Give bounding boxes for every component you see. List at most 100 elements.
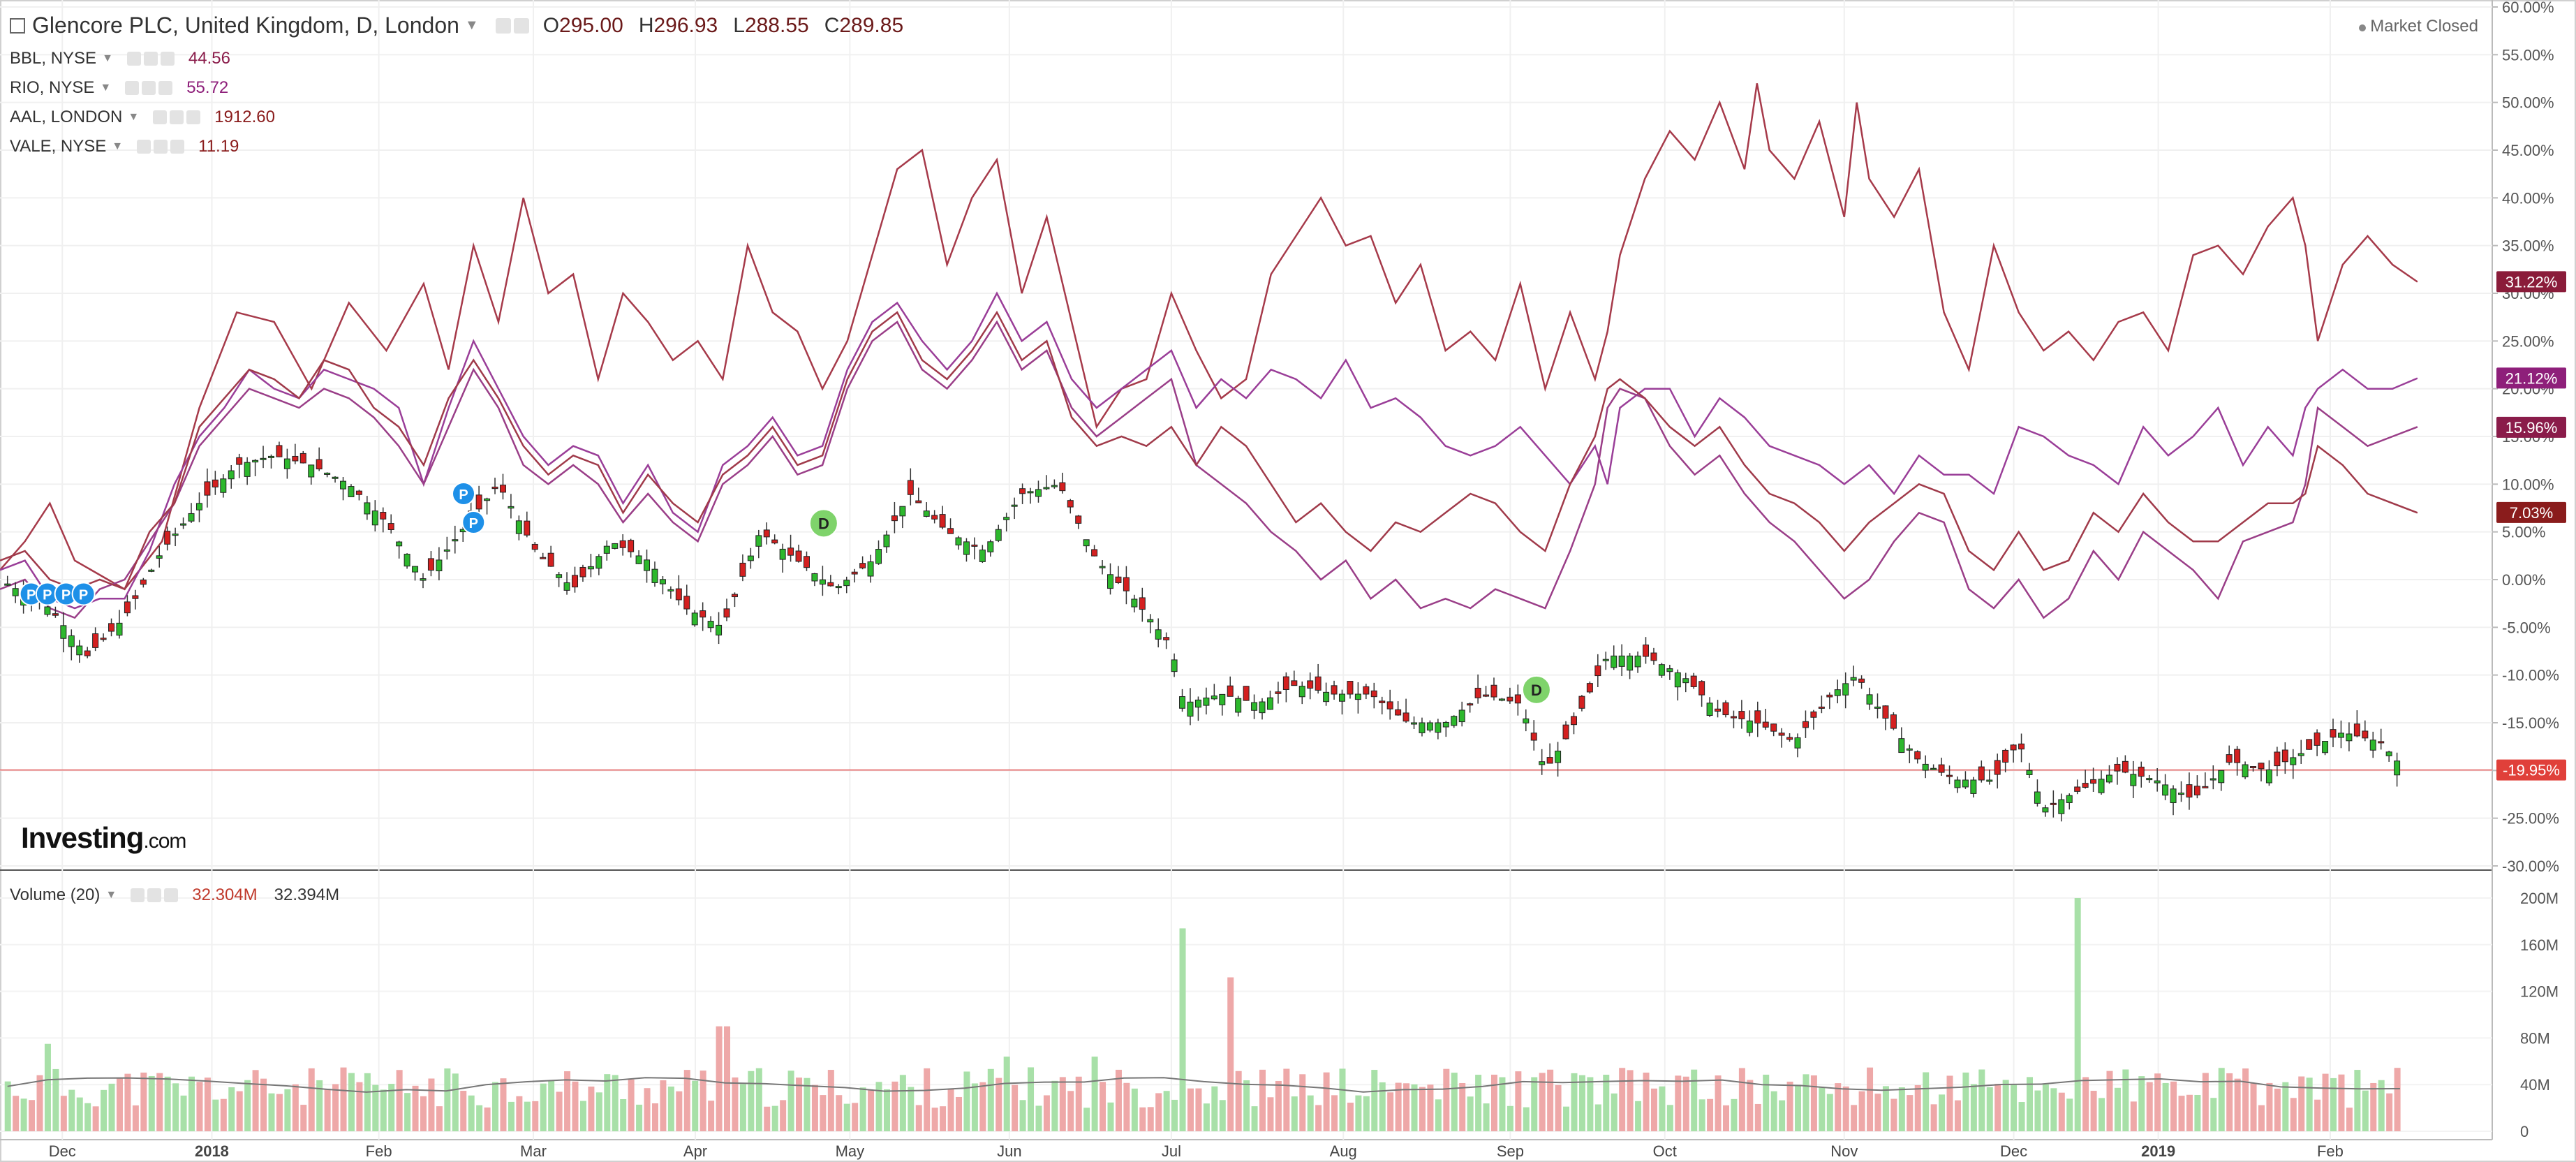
volume-bar xyxy=(2106,1071,2113,1131)
volume-bar xyxy=(2290,1098,2297,1131)
chevron-down-icon[interactable]: ▼ xyxy=(105,889,117,901)
volume-bar xyxy=(1163,1091,1170,1131)
x-tick-label: Nov xyxy=(1830,1142,1858,1160)
volume-bar xyxy=(1475,1075,1482,1131)
compare-controls[interactable] xyxy=(125,81,173,95)
volume-bar xyxy=(2202,1073,2209,1131)
compare-symbol[interactable]: RIO, NYSE xyxy=(10,78,95,97)
candle-body xyxy=(2130,774,2137,786)
chart-header: Glencore PLC, United Kingdom, D, London … xyxy=(10,13,919,38)
close-icon[interactable] xyxy=(186,110,201,124)
high-value: H296.93 xyxy=(638,13,718,37)
candle-body xyxy=(1682,678,1689,684)
volume-bar xyxy=(572,1081,579,1131)
eye-icon[interactable] xyxy=(125,81,140,95)
close-icon[interactable] xyxy=(170,140,185,154)
candle-body xyxy=(859,563,866,568)
volume-bar xyxy=(1283,1068,1290,1131)
eye-icon[interactable] xyxy=(153,110,168,124)
candle-body xyxy=(1970,779,1977,794)
volume-bar xyxy=(1882,1086,1889,1131)
candle-body xyxy=(1035,489,1042,497)
candle-body xyxy=(2105,774,2112,783)
compare-controls[interactable] xyxy=(126,52,175,66)
candle-body xyxy=(1291,680,1298,686)
volume-bar xyxy=(1939,1094,1946,1131)
candle-body xyxy=(2034,791,2041,804)
gear-icon[interactable] xyxy=(142,81,156,95)
volume-bar xyxy=(868,1090,875,1131)
market-status: Market Closed xyxy=(2359,17,2478,36)
candle-body xyxy=(1954,779,1961,788)
gear-icon[interactable] xyxy=(154,140,168,154)
volume-controls[interactable] xyxy=(131,888,179,902)
volume-bar xyxy=(29,1100,36,1131)
volume-bar xyxy=(148,1075,155,1131)
compare-symbol[interactable]: AAL, LONDON xyxy=(10,108,123,126)
chevron-down-icon[interactable]: ▼ xyxy=(100,82,112,94)
candle-body xyxy=(1219,693,1226,705)
last-value-tag xyxy=(2496,501,2566,523)
candle-body xyxy=(1458,709,1465,723)
eye-icon[interactable] xyxy=(137,140,151,154)
volume-bar xyxy=(2018,1102,2025,1131)
close-icon[interactable] xyxy=(164,888,179,902)
chevron-down-icon[interactable]: ▼ xyxy=(128,111,140,123)
chevron-down-icon[interactable]: ▼ xyxy=(102,52,113,64)
volume-bar xyxy=(820,1095,827,1131)
chevron-down-icon[interactable]: ▼ xyxy=(464,17,479,33)
event-marker-label: P xyxy=(27,588,36,603)
candle-body xyxy=(1586,683,1593,693)
compare-symbol[interactable]: VALE, NYSE xyxy=(10,137,107,156)
candle-body xyxy=(628,540,635,552)
gear-icon[interactable] xyxy=(513,17,529,34)
volume-bar xyxy=(2266,1082,2273,1131)
volume-bar xyxy=(1786,1081,1793,1131)
x-tick-label: Dec xyxy=(49,1142,76,1160)
candle-body xyxy=(348,486,355,497)
volume-label[interactable]: Volume (20) xyxy=(10,885,101,904)
candle-body xyxy=(1754,710,1761,723)
gear-icon[interactable] xyxy=(147,888,162,902)
volume-bar xyxy=(236,1091,243,1131)
chevron-down-icon[interactable]: ▼ xyxy=(112,140,124,152)
volume-bar xyxy=(1331,1095,1338,1131)
candle-body xyxy=(2330,729,2337,738)
symbol-name[interactable]: Glencore PLC, United Kingdom, D, London xyxy=(32,13,459,38)
compare-symbol[interactable]: BBL, NYSE xyxy=(10,49,97,68)
volume-bar xyxy=(836,1095,843,1131)
volume-bar xyxy=(1419,1087,1426,1131)
gear-icon[interactable] xyxy=(170,110,184,124)
volume-bar xyxy=(804,1078,810,1131)
candle-body xyxy=(12,588,19,596)
volume-bar xyxy=(132,1105,139,1131)
candle-body xyxy=(1946,774,1953,777)
close-icon[interactable] xyxy=(158,81,173,95)
volume-bar xyxy=(4,1081,11,1131)
candle-body xyxy=(2193,786,2200,795)
compare-controls[interactable] xyxy=(153,110,201,124)
eye-icon[interactable] xyxy=(131,888,145,902)
volume-bar xyxy=(899,1075,906,1131)
candle-body xyxy=(667,589,674,591)
candle-body xyxy=(292,455,299,462)
candle-body xyxy=(1866,694,1873,705)
collapse-icon[interactable] xyxy=(10,17,25,34)
gear-icon[interactable] xyxy=(143,52,158,66)
series-controls[interactable] xyxy=(495,17,529,34)
volume-bar xyxy=(1003,1057,1010,1131)
close-icon[interactable] xyxy=(160,52,175,66)
candle-body xyxy=(1826,694,1833,698)
volume-bar xyxy=(2138,1076,2145,1131)
eye-icon[interactable] xyxy=(126,52,141,66)
volume-bar xyxy=(492,1082,499,1131)
eye-icon[interactable] xyxy=(495,17,511,34)
candle-body xyxy=(1315,676,1322,691)
candle-body xyxy=(1602,659,1609,661)
volume-bar xyxy=(1835,1083,1842,1131)
volume-bar xyxy=(1803,1074,1809,1131)
candle-body xyxy=(2074,786,2081,792)
candle-body xyxy=(1715,708,1722,712)
compare-controls[interactable] xyxy=(137,140,185,154)
